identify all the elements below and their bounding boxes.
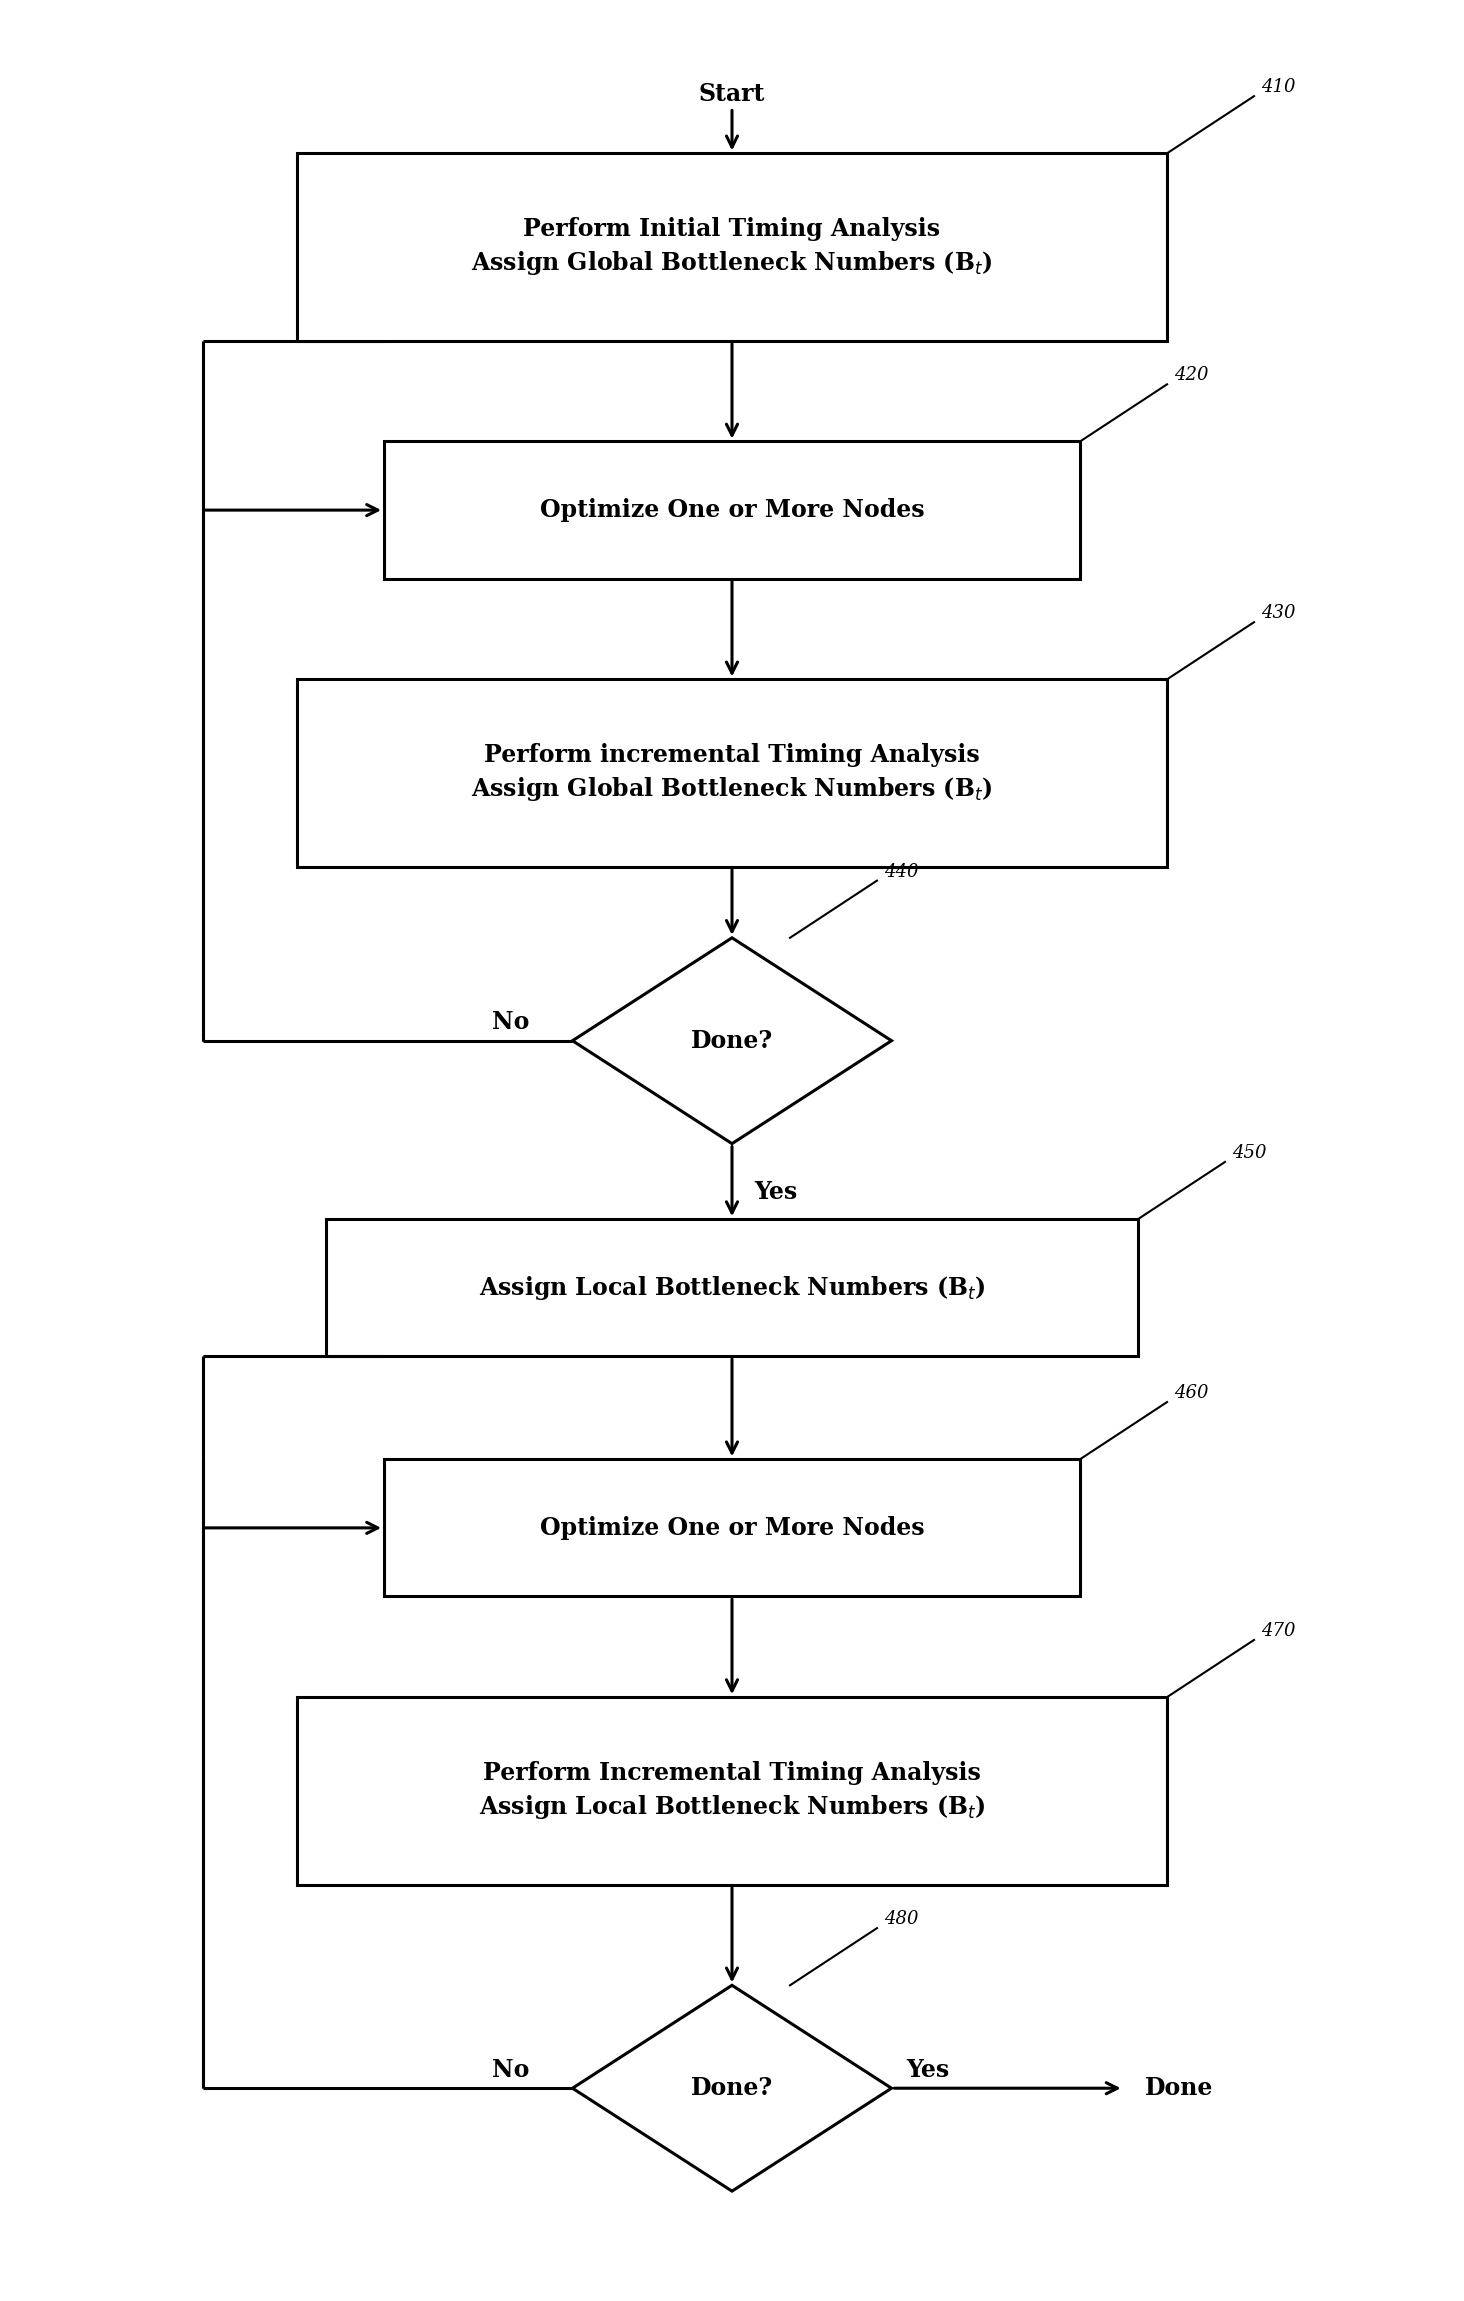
Text: 430: 430 <box>1262 605 1296 621</box>
FancyBboxPatch shape <box>384 1459 1080 1597</box>
Text: Start: Start <box>698 83 766 106</box>
Text: Optimize One or More Nodes: Optimize One or More Nodes <box>540 497 924 522</box>
Text: 460: 460 <box>1174 1385 1209 1401</box>
Text: Done?: Done? <box>691 1029 773 1054</box>
Text: Perform incremental Timing Analysis
Assign Global Bottleneck Numbers (B$_t$): Perform incremental Timing Analysis Assi… <box>471 743 993 803</box>
FancyBboxPatch shape <box>297 154 1167 341</box>
Text: 420: 420 <box>1174 366 1209 384</box>
Text: Assign Local Bottleneck Numbers (B$_t$): Assign Local Bottleneck Numbers (B$_t$) <box>479 1275 985 1302</box>
Text: Yes: Yes <box>906 2057 949 2082</box>
Text: 450: 450 <box>1233 1144 1266 1162</box>
Text: Yes: Yes <box>754 1180 796 1203</box>
Polygon shape <box>572 939 892 1144</box>
Text: 470: 470 <box>1262 1622 1296 1641</box>
FancyBboxPatch shape <box>384 442 1080 580</box>
Text: 440: 440 <box>884 863 919 881</box>
Text: Done?: Done? <box>691 2076 773 2101</box>
Text: No: No <box>492 1010 529 1035</box>
Text: Perform Initial Timing Analysis
Assign Global Bottleneck Numbers (B$_t$): Perform Initial Timing Analysis Assign G… <box>471 216 993 278</box>
FancyBboxPatch shape <box>297 679 1167 867</box>
FancyBboxPatch shape <box>326 1220 1138 1355</box>
Text: 410: 410 <box>1262 78 1296 97</box>
Text: Optimize One or More Nodes: Optimize One or More Nodes <box>540 1516 924 1539</box>
Text: 480: 480 <box>884 1910 919 1928</box>
Text: No: No <box>492 2057 529 2082</box>
Polygon shape <box>572 1986 892 2191</box>
Text: Done: Done <box>1145 2076 1214 2101</box>
Text: Perform Incremental Timing Analysis
Assign Local Bottleneck Numbers (B$_t$): Perform Incremental Timing Analysis Assi… <box>479 1760 985 1820</box>
FancyBboxPatch shape <box>297 1698 1167 1885</box>
